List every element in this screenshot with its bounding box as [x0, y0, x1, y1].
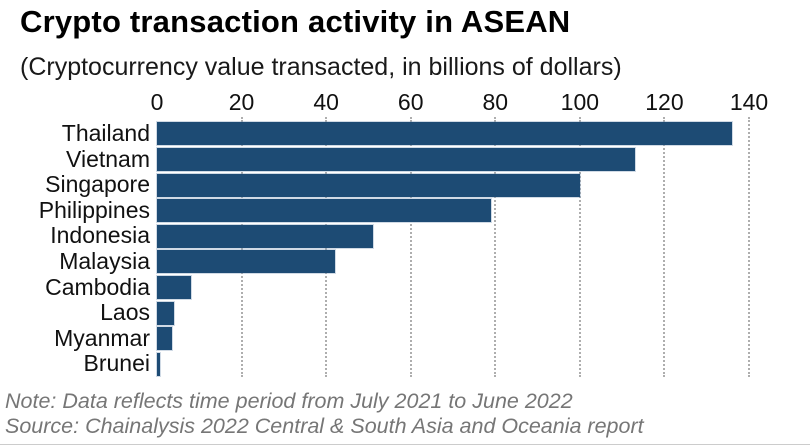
- bar-malaysia: [157, 250, 335, 274]
- bar-cambodia: [157, 275, 191, 299]
- chart-title: Crypto transaction activity in ASEAN: [20, 4, 571, 39]
- category-label-malaysia: Malaysia: [59, 248, 150, 274]
- bottom-divider: [0, 444, 810, 445]
- gridline: [494, 117, 497, 377]
- category-label-thailand: Thailand: [61, 120, 150, 146]
- chart-subtitle: (Cryptocurrency value transacted, in bil…: [20, 53, 622, 81]
- category-label-cambodia: Cambodia: [45, 273, 150, 300]
- gridline: [748, 117, 750, 377]
- x-axis-tick-label: 80: [482, 89, 509, 115]
- bar-indonesia: [157, 224, 373, 248]
- x-axis-tick-label: 100: [560, 89, 600, 115]
- x-axis-tick-label: 0: [150, 89, 164, 115]
- category-label-laos: Laos: [100, 299, 150, 326]
- x-axis-tick-label: 20: [228, 89, 255, 115]
- plot-area: [157, 117, 787, 377]
- category-label-brunei: Brunei: [83, 350, 150, 377]
- bar-laos: [157, 301, 174, 325]
- x-axis-tick-label: 40: [313, 89, 339, 115]
- gridline: [409, 117, 412, 377]
- category-axis: Thailand Vietnam Singapore Philippines Indon…: [0, 120, 150, 377]
- note-text: Note: Data reflects time period from Jul…: [5, 389, 573, 413]
- category-label-philippines: Philippines: [38, 196, 150, 223]
- bar-vietnam: [157, 147, 635, 171]
- x-axis: 0 20 40 60 80 100 120 140: [151, 89, 787, 117]
- bar-brunei: [157, 352, 160, 376]
- x-axis-tick-label: 120: [645, 89, 684, 115]
- category-label-myanmar: Myanmar: [54, 324, 150, 351]
- x-axis-tick-label: 140: [729, 89, 769, 115]
- bar-thailand: [157, 122, 733, 146]
- bar-philippines: [157, 199, 492, 223]
- category-label-vietnam: Vietnam: [66, 145, 150, 172]
- source-text: Source: Chainalysis 2022 Central & South…: [5, 414, 644, 438]
- gridline: [578, 117, 581, 377]
- category-label-indonesia: Indonesia: [50, 222, 150, 249]
- category-label-singapore: Singapore: [45, 171, 150, 198]
- gridline: [663, 117, 666, 377]
- bar-myanmar: [157, 327, 172, 351]
- x-axis-tick-label: 60: [397, 89, 424, 115]
- bar-singapore: [157, 173, 580, 197]
